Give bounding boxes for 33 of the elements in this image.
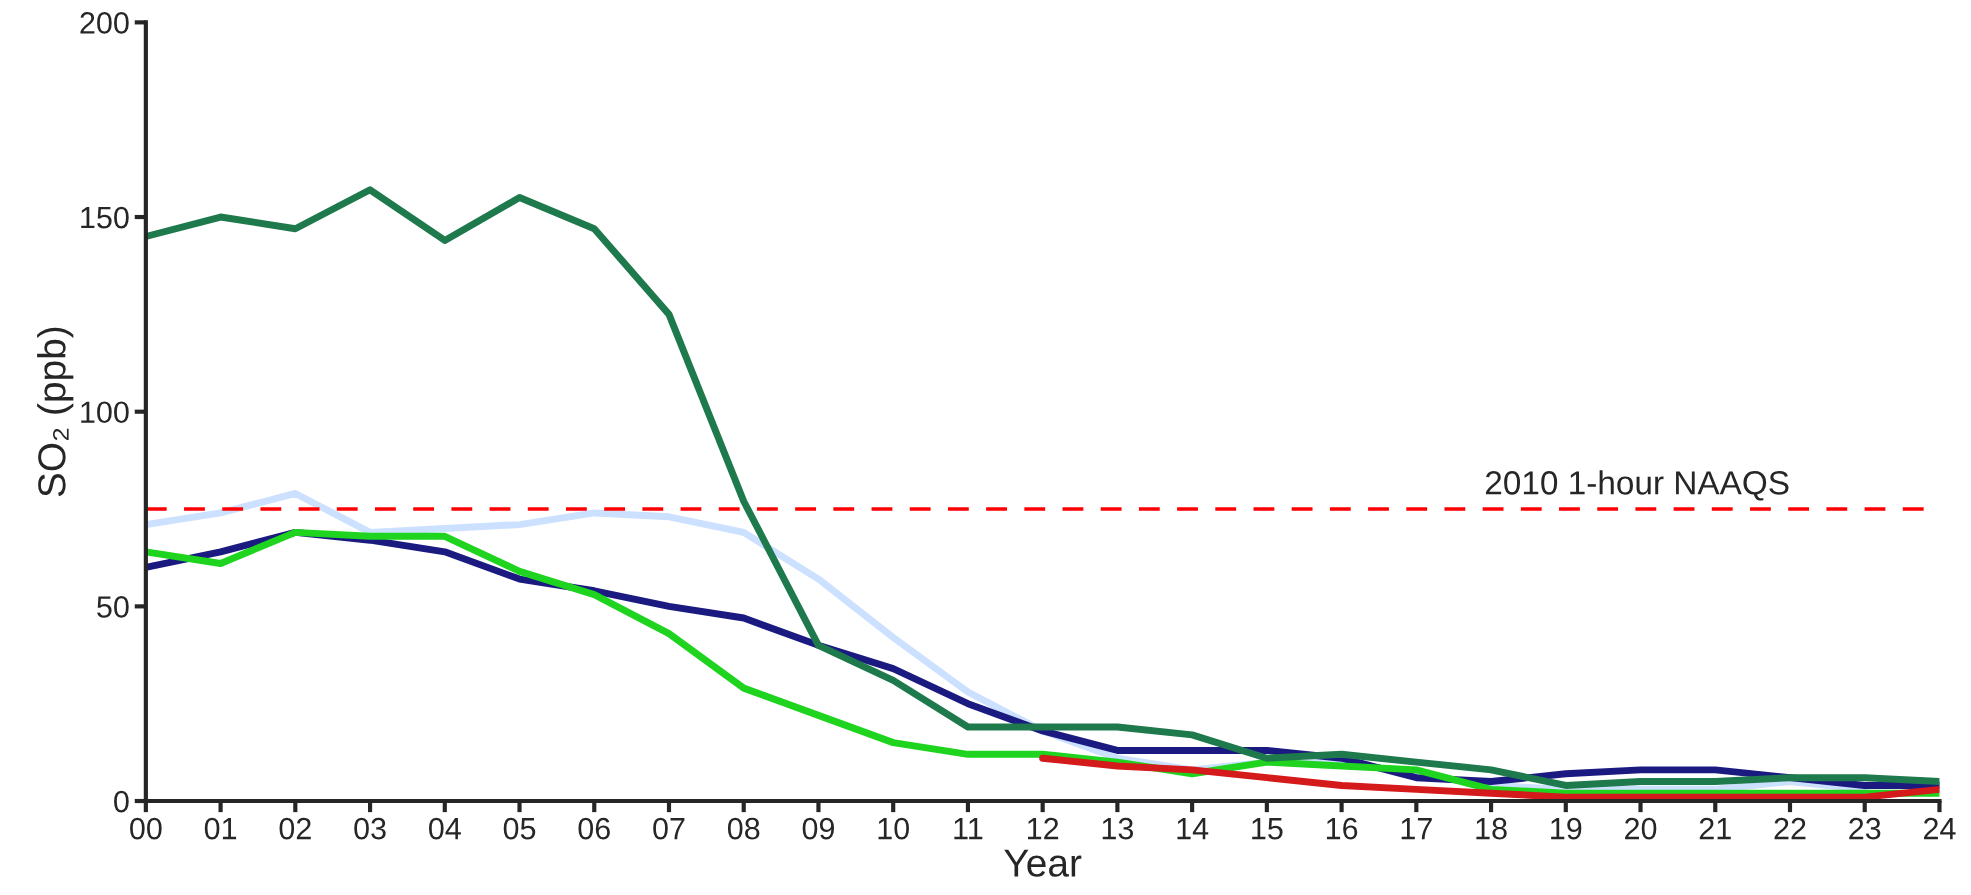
x-tick-label: 10: [878, 817, 909, 840]
x-tick-label: 13: [1102, 817, 1134, 840]
x-tick-label: 07: [653, 817, 685, 840]
x-tick-label: 11: [954, 818, 983, 840]
x-tick-label: 18: [1476, 817, 1507, 840]
y-tick-label: 150: [81, 206, 129, 229]
x-tick-label: 17: [1401, 818, 1432, 840]
y-tick-label: 50: [97, 596, 129, 618]
x-tick-label: 12: [1028, 817, 1059, 840]
x-tick-label: 00: [130, 817, 162, 840]
x-tick-label: 02: [279, 817, 311, 840]
x-tick-label: 05: [503, 817, 536, 840]
x-axis-title: Year: [1004, 849, 1082, 877]
x-tick-label: 21: [1699, 817, 1731, 840]
x-tick-label: 19: [1551, 817, 1582, 840]
x-tick-label: 15: [1252, 818, 1283, 840]
x-tick-label: 01: [204, 817, 237, 840]
ref-line-label: 2010 1-hour NAAQS: [1485, 470, 1789, 501]
y-tick-label: 0: [114, 790, 129, 813]
y-axis-title: SO₂ (ppb): [37, 327, 74, 497]
x-tick-label: 16: [1326, 817, 1358, 840]
x-tick-label: 24: [1924, 817, 1956, 840]
x-tick-label: 03: [354, 817, 386, 840]
x-tick-label: 04: [428, 817, 461, 840]
x-tick-label: 23: [1849, 817, 1881, 840]
x-tick-label: 14: [1177, 818, 1209, 840]
x-tick-label: 22: [1774, 817, 1806, 840]
y-tick-label: 200: [80, 12, 129, 34]
x-tick-label: 20: [1625, 817, 1657, 840]
x-tick-label: 06: [578, 817, 610, 840]
y-tick-label: 100: [81, 401, 129, 424]
x-tick-label: 08: [727, 817, 760, 840]
x-tick-label: 09: [802, 817, 834, 840]
